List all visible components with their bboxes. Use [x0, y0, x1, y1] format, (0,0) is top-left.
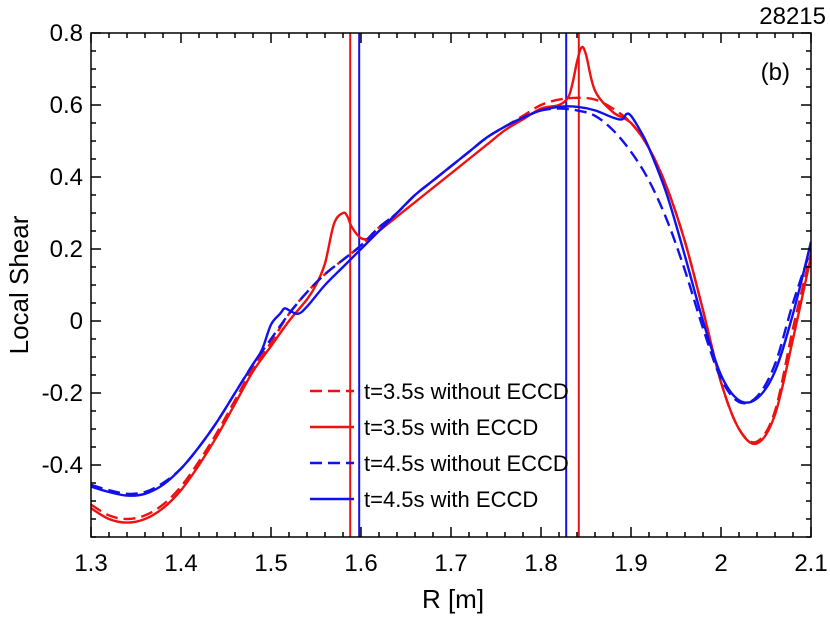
- shot-number: 28215: [759, 3, 826, 30]
- y-tick-label-3: 0.2: [50, 236, 83, 263]
- y-tick-label-6: 0.8: [50, 20, 83, 47]
- series-line-2: [91, 45, 811, 524]
- y-tick-label-2: 0: [70, 308, 83, 335]
- legend-label-2: t=3.5s with ECCD: [364, 415, 538, 440]
- legend: t=3.5s without ECCD t=3.5s with ECCD t=4.5…: [310, 379, 569, 512]
- x-tick-label-7: 2: [714, 550, 727, 577]
- x-axis-title: R [m]: [422, 584, 484, 614]
- y-tick-label-5: 0.6: [50, 92, 83, 119]
- series-layer: [91, 45, 811, 524]
- x-tick-label-8: 2.1: [794, 550, 827, 577]
- series-line-4: [91, 105, 811, 497]
- x-tick-label-3: 1.6: [344, 550, 377, 577]
- y-tick-label-4: 0.4: [50, 164, 83, 191]
- x-tick-label-2: 1.5: [254, 550, 287, 577]
- vertical-markers: [349, 33, 580, 537]
- tick-labels: 1.3 1.4 1.5 1.6 1.7 1.8 1.9 2 2.1 -0.4 -0.2 0 0.2 0.4…: [42, 20, 828, 577]
- x-tick-label-5: 1.8: [524, 550, 557, 577]
- y-tick-label-1: -0.2: [42, 380, 83, 407]
- axis-ticks: [90, 32, 812, 538]
- x-tick-label-4: 1.7: [434, 550, 467, 577]
- legend-label-1: t=3.5s without ECCD: [364, 379, 569, 404]
- panel-label: (b): [761, 59, 790, 86]
- x-tick-label-6: 1.9: [614, 550, 647, 577]
- x-tick-label-0: 1.3: [74, 550, 107, 577]
- legend-label-4: t=4.5s with ECCD: [364, 487, 538, 512]
- y-axis-title: Local Shear: [4, 215, 34, 354]
- y-tick-label-0: -0.4: [42, 452, 83, 479]
- x-tick-label-1: 1.4: [164, 550, 197, 577]
- legend-label-3: t=4.5s without ECCD: [364, 451, 569, 476]
